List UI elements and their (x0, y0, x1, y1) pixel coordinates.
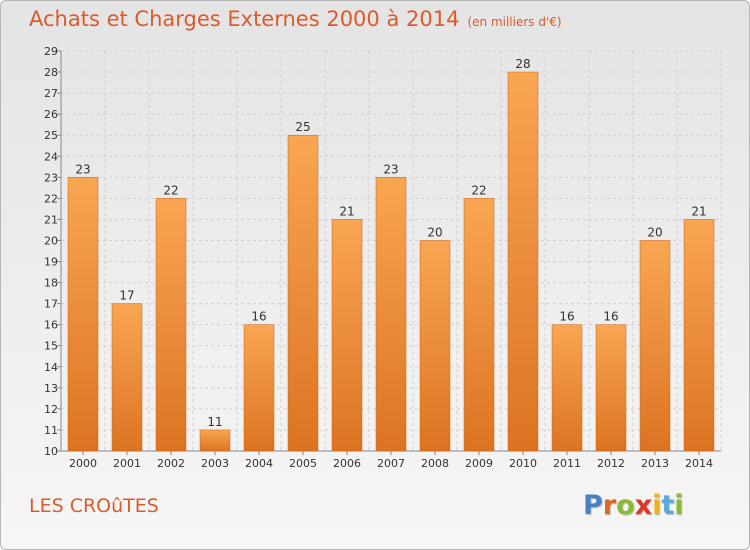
logo-letter: P (583, 490, 603, 521)
data-label: 28 (515, 57, 530, 71)
y-tick-label: 20 (44, 234, 58, 247)
logo-letter: i (674, 490, 684, 521)
x-tick-label: 2008 (421, 457, 449, 470)
y-tick-label: 19 (44, 256, 58, 269)
bar (507, 71, 539, 452)
y-tick-label: 25 (44, 129, 58, 142)
y-tick-label: 18 (44, 277, 58, 290)
x-tick-label: 2009 (465, 457, 493, 470)
y-tick-label: 27 (44, 87, 58, 100)
bars (67, 71, 715, 452)
y-tick-label: 23 (44, 171, 58, 184)
data-label: 16 (603, 310, 618, 324)
data-label: 21 (691, 204, 706, 218)
bar (551, 324, 583, 452)
logo-letter: t (661, 490, 675, 521)
data-label: 16 (251, 310, 266, 324)
x-tick-label: 2012 (597, 457, 625, 470)
bar (243, 324, 275, 452)
x-tick-label: 2000 (69, 457, 97, 470)
logo-letter: o (616, 490, 635, 521)
logo-letter: x (634, 490, 653, 521)
bar (595, 324, 627, 452)
unit-label: (en milliers d'€) (467, 15, 562, 29)
data-label: 23 (75, 162, 90, 176)
y-tick-label: 11 (44, 424, 58, 437)
bar (287, 134, 319, 452)
y-tick-label: 10 (44, 445, 58, 458)
x-tick-label: 2002 (157, 457, 185, 470)
data-label: 21 (339, 204, 354, 218)
y-tick-label: 22 (44, 192, 58, 205)
y-tick-label: 26 (44, 108, 58, 121)
y-tick-label: 21 (44, 213, 58, 226)
y-tick-label: 28 (44, 66, 58, 79)
data-label: 16 (559, 310, 574, 324)
y-tick-label: 15 (44, 340, 58, 353)
y-tick-label: 17 (44, 298, 58, 311)
x-tick-label: 2006 (333, 457, 361, 470)
commune-name: LES CROûTES (29, 495, 159, 517)
y-tick-label: 12 (44, 403, 58, 416)
chart-title: Achats et Charges Externes 2000 à 2014 (e… (29, 7, 562, 31)
y-tick-label: 29 (44, 45, 58, 58)
x-tick-label: 2007 (377, 457, 405, 470)
proxiti-logo: Proxiti (583, 490, 684, 521)
bar (463, 198, 495, 452)
y-tick-label: 14 (44, 361, 58, 374)
bar (111, 303, 143, 452)
data-label: 17 (119, 289, 134, 303)
x-tick-label: 2014 (685, 457, 713, 470)
bar (419, 240, 451, 452)
bar (331, 219, 363, 452)
y-tick-label: 16 (44, 319, 58, 332)
x-tick-label: 2013 (641, 457, 669, 470)
labels: 10 11 12 13 14 15 16 17 18 19 20 21 22 23 24 25 26 27 28 29… (44, 45, 713, 470)
x-tick-label: 2005 (289, 457, 317, 470)
y-tick-label: 13 (44, 382, 58, 395)
x-tick-label: 2003 (201, 457, 229, 470)
bar (199, 429, 231, 452)
x-tick-label: 2011 (553, 457, 581, 470)
y-tick-label: 24 (44, 150, 58, 163)
logo-letter: r (602, 490, 617, 521)
data-label: 23 (383, 162, 398, 176)
title-text: Achats et Charges Externes 2000 à 2014 (29, 7, 460, 31)
bar (683, 219, 715, 452)
data-label: 20 (647, 225, 662, 239)
bar (67, 177, 99, 452)
data-label: 20 (427, 225, 442, 239)
bar (639, 240, 671, 452)
x-tick-label: 2004 (245, 457, 273, 470)
logo-letter: i (652, 490, 662, 521)
bar (375, 177, 407, 452)
x-tick-label: 2010 (509, 457, 537, 470)
data-label: 22 (471, 183, 486, 197)
data-label: 11 (207, 415, 222, 429)
data-label: 22 (163, 183, 178, 197)
bar (155, 198, 187, 452)
x-tick-label: 2001 (113, 457, 141, 470)
data-label: 25 (295, 120, 310, 134)
